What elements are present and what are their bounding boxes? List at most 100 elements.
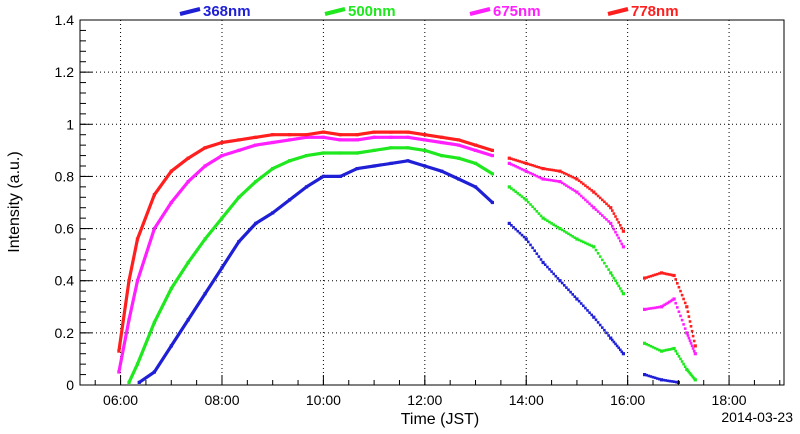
data-point: [563, 284, 566, 287]
data-point: [473, 143, 478, 147]
data-point: [546, 219, 549, 222]
data-point: [355, 133, 359, 137]
data-point: [588, 243, 591, 247]
data-point: [603, 216, 606, 219]
data-point: [590, 244, 593, 248]
data-point: [271, 140, 275, 145]
data-point: [607, 204, 610, 208]
data-point: [203, 237, 207, 241]
data-point: [537, 175, 541, 179]
data-point: [668, 348, 671, 351]
data-point: [186, 180, 190, 184]
data-point: [552, 272, 555, 276]
y-axis-label: Intensity (a.u.): [6, 151, 23, 252]
data-point: [649, 375, 653, 378]
data-point: [588, 311, 591, 314]
data-point: [288, 138, 292, 142]
data-point: [679, 357, 682, 361]
data-point: [516, 192, 520, 195]
data-point: [117, 370, 121, 374]
data-point: [601, 214, 604, 217]
data-point: [692, 339, 696, 343]
data-point: [621, 229, 625, 233]
data-point: [592, 206, 596, 210]
data-point: [620, 226, 624, 230]
date-label: 2014-03-23: [721, 409, 793, 425]
data-point: [558, 279, 562, 283]
data-point: [590, 189, 593, 192]
y-tick-label: 0.8: [55, 168, 75, 184]
data-point: [220, 216, 224, 220]
data-point: [389, 161, 393, 165]
data-point: [554, 169, 558, 172]
data-point: [406, 135, 410, 139]
data-point: [643, 341, 647, 345]
data-point: [659, 349, 664, 353]
data-point: [607, 334, 610, 337]
data-point: [680, 293, 684, 297]
data-point: [541, 167, 545, 171]
x-tick-label: 18:00: [712, 392, 747, 408]
data-point: [668, 273, 671, 276]
data-point: [605, 218, 608, 221]
y-tick-label: 0.4: [55, 273, 75, 289]
data-point: [558, 227, 562, 231]
legend: 368nm 500nm 675nm 778nm: [179, 3, 679, 20]
data-point: [614, 279, 617, 282]
data-point: [560, 170, 564, 174]
data-point: [598, 323, 602, 327]
data-point: [507, 156, 511, 160]
data-point: [512, 158, 515, 161]
ticks: [80, 19, 781, 386]
data-point: [372, 135, 376, 139]
data-point: [539, 166, 543, 170]
data-point: [596, 194, 600, 198]
data-point: [524, 237, 528, 241]
data-point: [588, 202, 591, 206]
data-point: [550, 168, 553, 172]
data-point: [186, 318, 190, 322]
legend-swatch: [324, 7, 346, 16]
data-point: [571, 175, 574, 179]
data-point: [688, 320, 692, 323]
data-point: [304, 135, 309, 139]
data-point: [560, 181, 564, 185]
data-point: [510, 157, 513, 161]
data-point: [671, 347, 674, 351]
data-point: [664, 272, 668, 276]
data-point: [254, 221, 258, 225]
data-point: [169, 200, 173, 205]
data-point: [679, 314, 682, 318]
data-point: [510, 224, 513, 227]
y-tick-label: 0.2: [55, 325, 75, 341]
data-point: [666, 379, 670, 383]
data-point: [615, 282, 619, 285]
data-point: [659, 378, 664, 382]
data-point: [567, 173, 570, 177]
x-axis-label: Time (JST): [401, 411, 480, 428]
data-point: [571, 188, 574, 191]
data-point: [520, 233, 524, 237]
data-point: [584, 306, 587, 310]
data-point: [490, 172, 494, 176]
data-point: [372, 148, 376, 152]
data-point: [663, 349, 666, 352]
data-point: [203, 292, 207, 296]
data-point: [288, 133, 292, 137]
data-point: [514, 165, 517, 168]
data-point: [527, 170, 530, 174]
data-point: [687, 315, 691, 318]
data-point: [552, 223, 555, 226]
data-point: [655, 347, 659, 351]
data-point: [620, 242, 624, 246]
data-point: [288, 159, 292, 163]
data-point: [512, 226, 515, 229]
data-point: [524, 161, 528, 165]
data-point: [440, 169, 444, 173]
data-point: [669, 299, 673, 303]
data-point: [579, 239, 583, 243]
data-point: [529, 171, 532, 175]
data-point: [607, 268, 610, 271]
legend-swatch: [469, 7, 491, 16]
